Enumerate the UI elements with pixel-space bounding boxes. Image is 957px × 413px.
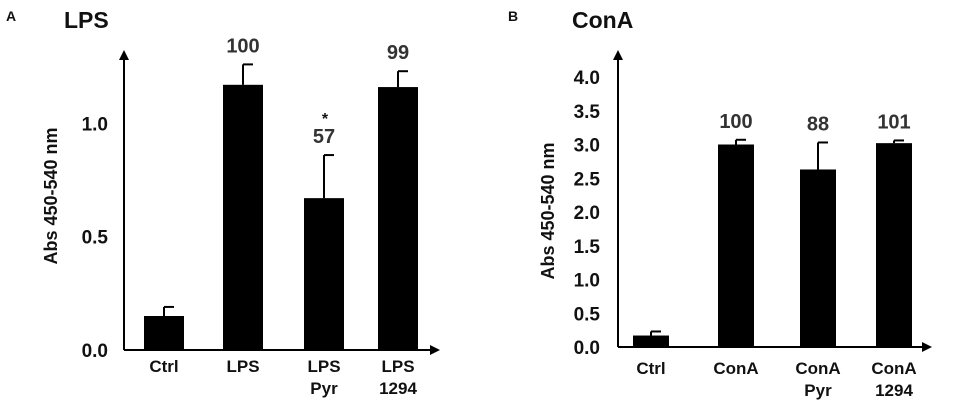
- panel-letter-b: B: [508, 8, 518, 24]
- data-label: 100: [719, 111, 752, 133]
- panel-b-title: ConA: [572, 7, 633, 33]
- panel-a-bars: [144, 84, 418, 351]
- category-label: Pyr: [804, 381, 832, 400]
- data-label: 101: [877, 111, 910, 133]
- y-tick-label: 1.5: [574, 237, 601, 258]
- y-tick-label: 2.5: [574, 169, 601, 190]
- panel-b-cona-chart: B ConA Abs 450-540 nm 0.0 0.5 1.0 1.5 2.0 2.5…: [508, 7, 932, 400]
- bar: [304, 198, 344, 350]
- y-tick-label: 2.0: [574, 203, 600, 224]
- category-label: LPS: [226, 357, 259, 376]
- panel-a-y-ticks: 0.0 0.5 1.0: [82, 114, 109, 362]
- panel-b-error-bars: [650, 138, 904, 336]
- bar: [378, 87, 418, 351]
- category-label: LPS: [307, 357, 340, 376]
- bar: [223, 84, 263, 351]
- panel-a-x-axis-arrow: [430, 345, 440, 355]
- data-label: 57: [313, 126, 335, 148]
- y-tick-label: 1.0: [82, 114, 108, 135]
- category-label: ConA: [795, 359, 840, 378]
- bar: [876, 143, 912, 347]
- panel-b-category-labels: Ctrl ConA ConA Pyr ConA 1294: [636, 359, 916, 400]
- category-label: Ctrl: [149, 357, 178, 376]
- panel-a-y-axis-arrow: [119, 50, 129, 60]
- panel-b-bars: [633, 143, 912, 347]
- panel-a-y-axis-label: Abs 450-540 nm: [41, 127, 61, 264]
- panel-a-lps-chart: A LPS Abs 450-540 nm 0.00.51.0 10057*99 …: [6, 7, 440, 398]
- category-label: 1294: [875, 381, 913, 400]
- y-tick-label: 0.5: [574, 304, 601, 325]
- data-label: 99: [387, 42, 409, 64]
- bar: [718, 144, 754, 347]
- panel-a-category-labels: Ctrl LPS LPS Pyr LPS 1294: [149, 357, 417, 398]
- category-label: Ctrl: [636, 359, 665, 378]
- bar: [800, 169, 836, 347]
- y-tick-label: 0.0: [82, 341, 108, 362]
- panel-b-x-axis-arrow: [922, 342, 932, 352]
- category-label: LPS: [381, 357, 414, 376]
- data-label: 88: [807, 113, 829, 135]
- y-tick-label: 4.0: [574, 68, 600, 89]
- panel-b-data-labels: 100 88 101: [719, 111, 910, 136]
- category-label: ConA: [713, 359, 758, 378]
- y-tick-label: 3.0: [574, 136, 600, 157]
- y-tick-label: 1.0: [574, 271, 600, 292]
- significance-marker: *: [322, 111, 329, 128]
- y-tick-label: 0.5: [82, 228, 109, 249]
- y-tick-label: 3.5: [574, 102, 601, 123]
- panel-a-data-labels: 100 57* 99: [226, 35, 409, 148]
- bar: [633, 335, 669, 347]
- panel-a-error-bars: [163, 63, 408, 316]
- bar: [144, 316, 184, 350]
- data-label: 100: [226, 35, 259, 57]
- panel-b-y-axis-arrow: [613, 50, 623, 60]
- y-tick-label: 0.0: [574, 338, 600, 359]
- category-label: Pyr: [310, 379, 338, 398]
- panel-b-y-ticks: 0.0 0.5 1.0 1.5 2.0 2.5 3.0 3.5 4.0: [574, 68, 601, 359]
- category-label: ConA: [871, 359, 916, 378]
- category-label: 1294: [379, 379, 417, 398]
- panel-b-y-axis-label: Abs 450-540 nm: [538, 142, 558, 279]
- panel-a-title: LPS: [64, 7, 109, 33]
- panel-letter-a: A: [6, 8, 16, 24]
